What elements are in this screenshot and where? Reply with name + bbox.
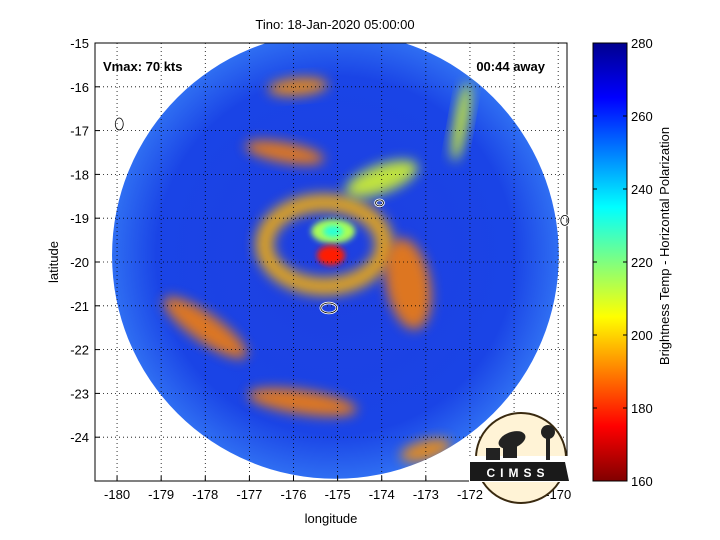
island-outline-inner (560, 214, 570, 226)
x-tick-label: -176 (280, 487, 306, 502)
logo-tower-leg (546, 438, 550, 460)
cimss-logo: CIMSS (469, 412, 569, 504)
logo-text: CIMSS (486, 466, 549, 480)
island-outline-inner (114, 117, 124, 131)
x-tick-label: -175 (325, 487, 351, 502)
x-tick-label: -173 (413, 487, 439, 502)
colorbar-tick-label: 240 (631, 182, 653, 197)
colorbar-tick-label: 220 (631, 255, 653, 270)
y-axis-label: latitude (46, 241, 61, 283)
colorbar-ticks: 160 180 200 220 240 260 280 (593, 36, 653, 489)
eye (317, 245, 345, 266)
colorbar-tick-label: 180 (631, 401, 653, 416)
x-tick-label: -177 (236, 487, 262, 502)
y-tick-label: -24 (70, 430, 89, 445)
colorbar-tick-label: 260 (631, 109, 653, 124)
chart-title: Tino: 18-Jan-2020 05:00:00 (255, 17, 414, 32)
feature-outer-band-north (268, 77, 328, 97)
time-away-annotation: 00:44 away (476, 59, 545, 74)
island-outline-inner (375, 199, 384, 207)
x-tick-label: -178 (192, 487, 218, 502)
feature-south-band (247, 388, 357, 417)
y-tick-label: -15 (70, 36, 89, 51)
y-tick-label: -18 (70, 167, 89, 182)
y-tick-label: -20 (70, 255, 89, 270)
y-axis: -15 -16 -17 -18 -19 -20 -21 -22 -23 -24 (70, 36, 100, 445)
logo-radar-base (503, 444, 517, 458)
feature-mid-band (245, 140, 325, 165)
colorbar-tick-label: 280 (631, 36, 653, 51)
logo-building (486, 448, 500, 460)
y-tick-label: -16 (70, 80, 89, 95)
colorbar-tick-label: 160 (631, 474, 653, 489)
x-tick-label: -172 (457, 487, 483, 502)
colorbar-tick-label: 200 (631, 328, 653, 343)
feature-east-band (451, 82, 471, 162)
vmax-annotation: Vmax: 70 kts (103, 59, 183, 74)
x-tick-label: -179 (148, 487, 174, 502)
logo-banner (470, 462, 569, 481)
x-tick-label: -180 (104, 487, 130, 502)
x-axis: -180-179-178-177-176-175-174-173-172-171… (104, 476, 571, 502)
colorbar (592, 42, 628, 482)
y-tick-label: -21 (70, 299, 89, 314)
feature-north-band (345, 160, 418, 198)
y-tick-label: -19 (70, 211, 89, 226)
x-axis-label: longitude (305, 511, 358, 526)
y-tick-label: -17 (70, 124, 89, 139)
island-outline-inner (320, 302, 338, 314)
feature-eyewall-core (323, 225, 344, 238)
y-tick-label: -22 (70, 343, 89, 358)
colorbar-label: Brightness Temp - Horizontal Polarizatio… (657, 127, 672, 365)
logo-tower-tank (541, 425, 555, 439)
feature-eyewall-ring (255, 193, 394, 296)
x-tick-label: -174 (369, 487, 395, 502)
feature-east-arc (385, 238, 432, 330)
y-tick-label: -23 (70, 386, 89, 401)
